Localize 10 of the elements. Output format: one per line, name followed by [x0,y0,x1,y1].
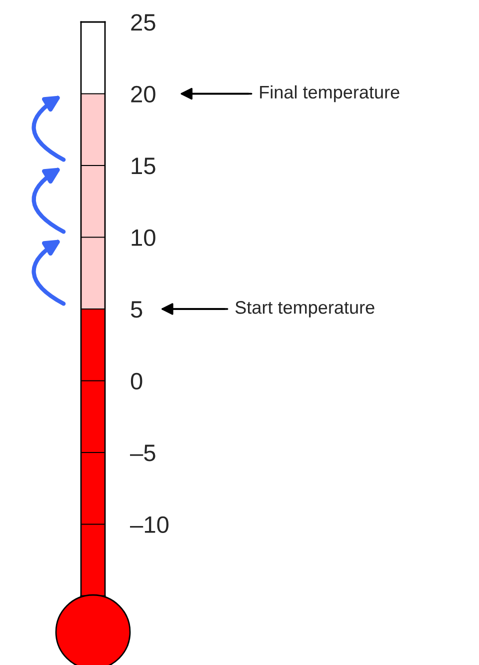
y-tick-label: 25 [131,14,156,31]
y-tick-label: 20 [131,86,156,103]
y-tick-label: 15 [132,158,156,174]
y-tick-label: –5 [130,444,156,462]
y-tick-label: 5 [130,301,142,318]
y-tick-label: –10 [130,516,168,534]
ref-line-label: Start temperature [235,301,374,318]
y-tick-label: 10 [132,229,156,246]
ref-line-label: Final temperature [260,85,400,102]
y-tick-label: 0 [130,372,142,390]
